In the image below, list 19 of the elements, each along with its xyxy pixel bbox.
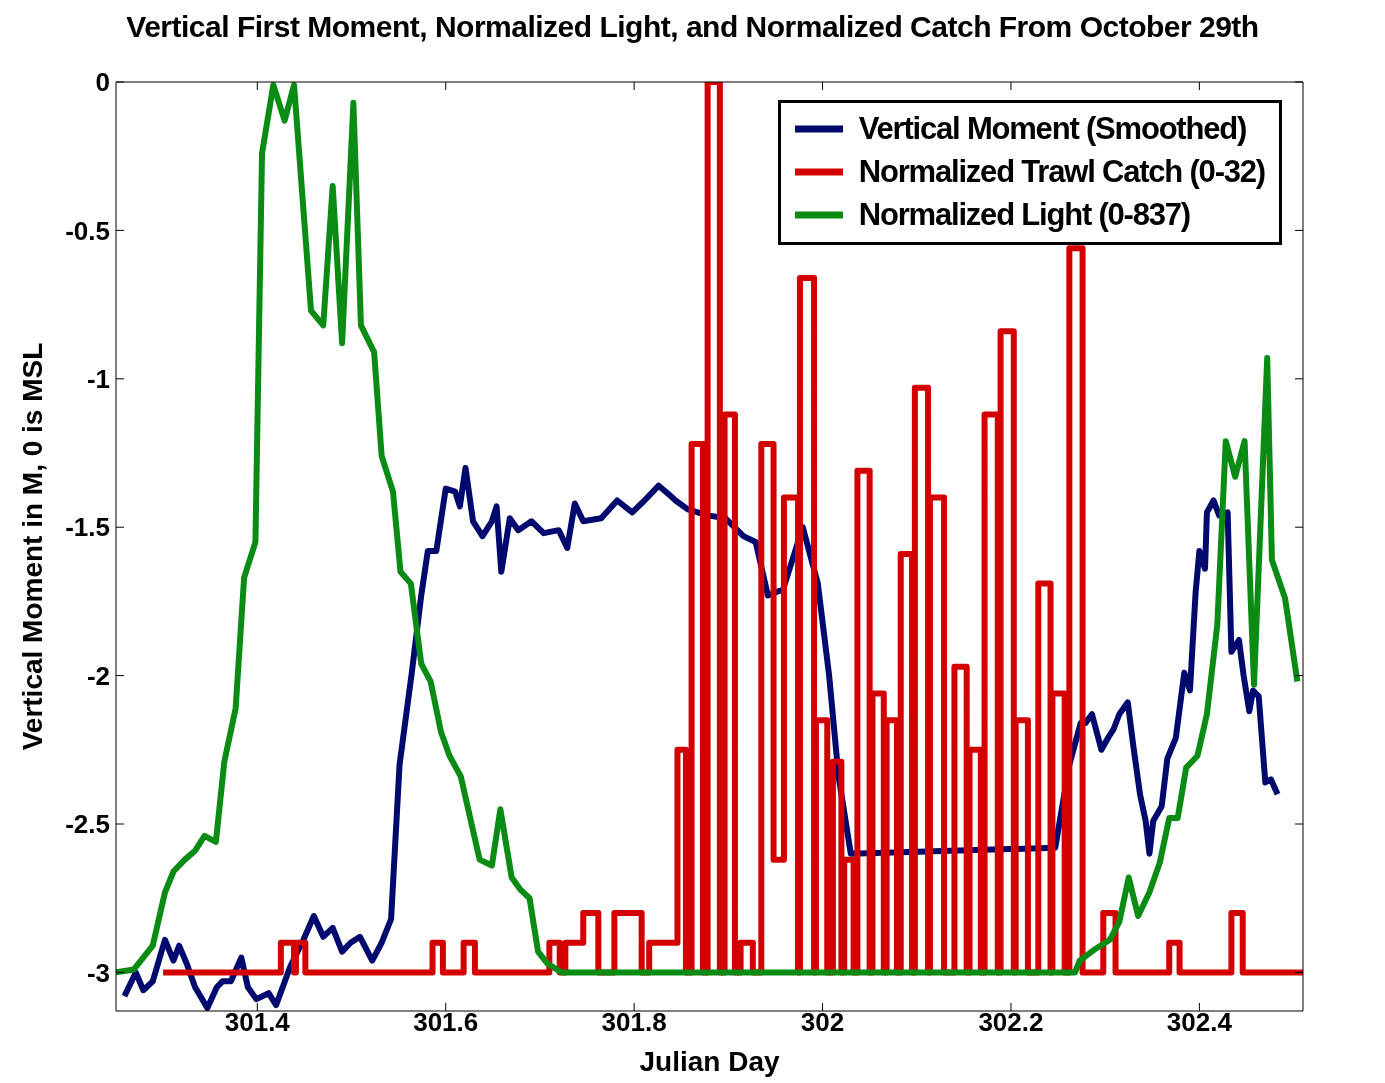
x-tick-label: 302 [800,1007,845,1038]
y-tick-label: -2 [86,660,110,691]
y-tick-label: 0 [95,67,110,98]
legend-label: Vertical Moment (Smoothed) [858,110,1247,147]
y-tick-label: -3 [86,957,110,988]
legend-label: Normalized Trawl Catch (0-32) [858,153,1265,190]
x-axis-title: Julian Day [639,1046,780,1077]
legend-label: Normalized Light (0-837) [858,196,1190,233]
x-tick-label: 301.6 [413,1007,479,1038]
x-tick-label: 301.8 [601,1007,667,1038]
y-tick-label: -2.5 [65,809,110,840]
x-tick-label: 302.4 [1166,1007,1233,1038]
y-tick-label: -1 [86,364,110,395]
x-tick-label: 301.4 [224,1007,291,1038]
y-axis-title: Vertical Moment in M, 0 is MSL [16,342,48,751]
chart-title: Vertical First Moment, Normalized Light, and Normalized Catch From October 29th [125,9,1260,45]
x-tick-label: 302.2 [978,1007,1044,1038]
y-tick-label: -0.5 [65,215,110,246]
y-tick-label: -1.5 [65,512,110,543]
